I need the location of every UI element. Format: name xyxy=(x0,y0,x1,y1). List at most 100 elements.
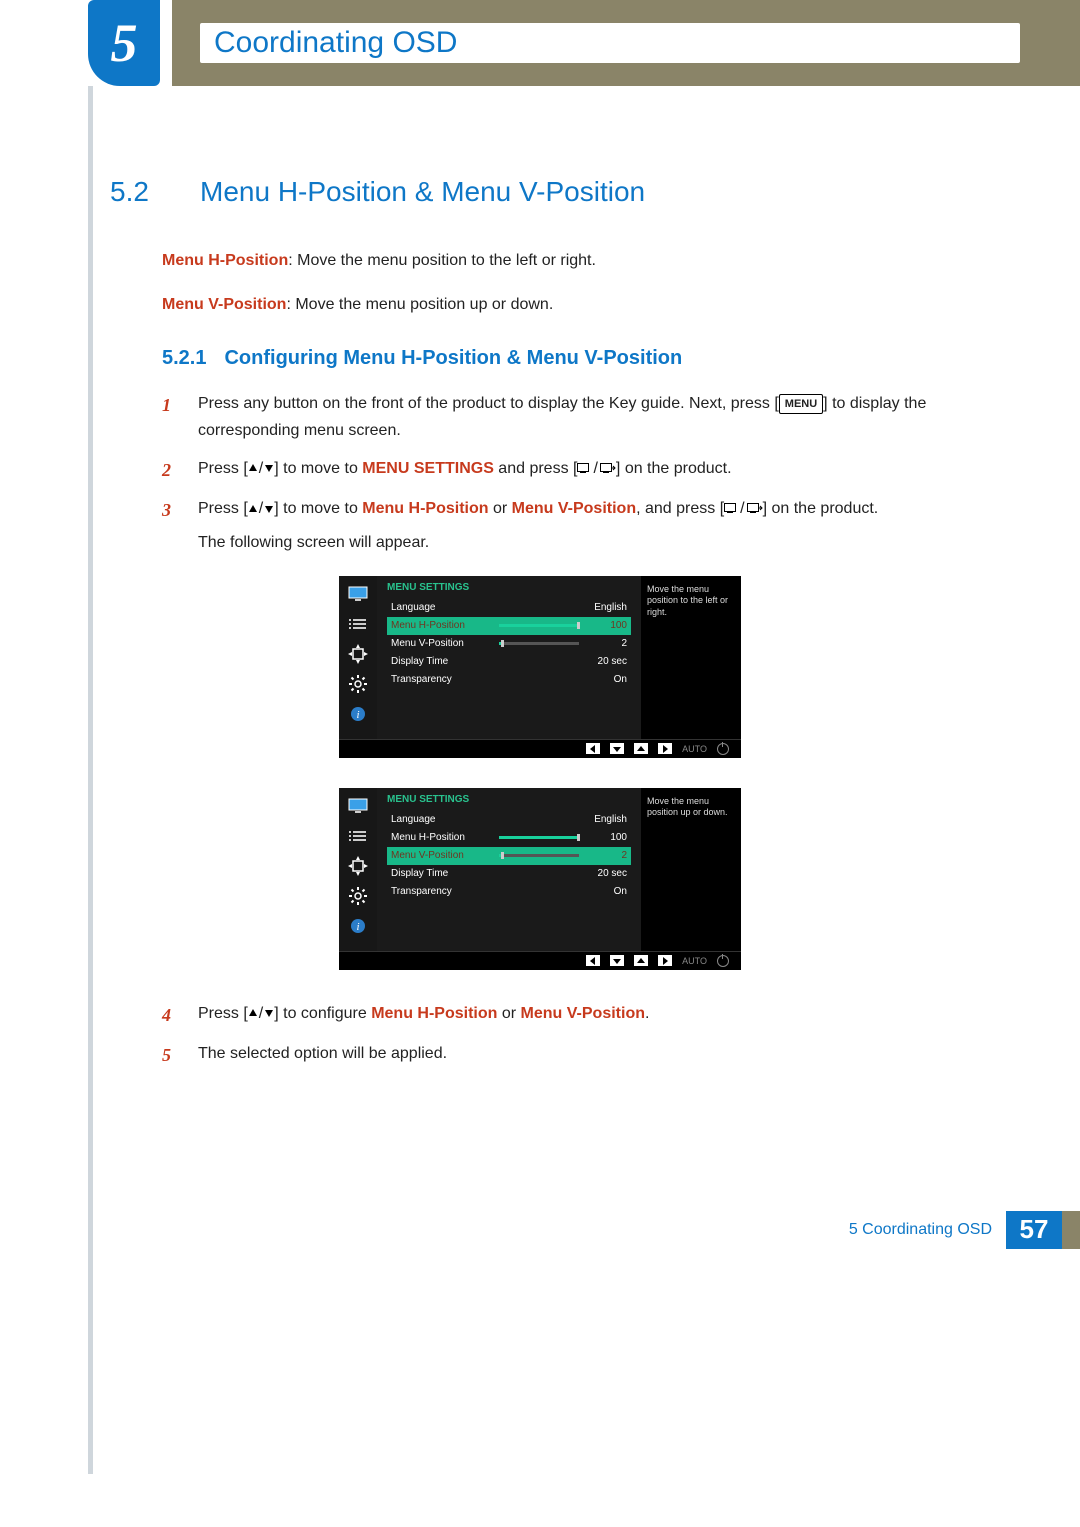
svg-text:i: i xyxy=(356,709,359,721)
section-title: Menu H-Position & Menu V-Position xyxy=(200,176,645,208)
osd-row-h-position: Menu H-Position100 xyxy=(387,829,631,847)
steps-list: 1 Press any button on the front of the p… xyxy=(162,390,970,556)
step-text: ] to move to xyxy=(274,460,362,477)
nav-up-icon xyxy=(634,743,648,754)
step-text: , and press [ xyxy=(636,500,724,517)
step-target: Menu V-Position xyxy=(512,500,636,517)
osd-row-v-position: Menu V-Position2 xyxy=(387,635,631,653)
osd-screenshot-v: i MENU SETTINGS LanguageEnglish Menu H-P… xyxy=(339,788,741,970)
step-follow-text: The following screen will appear. xyxy=(198,529,970,556)
osd-row-language: LanguageEnglish xyxy=(387,599,631,617)
definition-h-label: Menu H-Position xyxy=(162,252,288,269)
step-number: 4 xyxy=(162,1000,180,1031)
list-icon xyxy=(347,826,369,846)
definition-h: Menu H-Position: Move the menu position … xyxy=(162,248,970,274)
nav-down-icon xyxy=(610,955,624,966)
info-icon: i xyxy=(347,916,369,936)
nav-left-icon xyxy=(586,743,600,754)
step-text: Press any button on the front of the pro… xyxy=(198,395,779,412)
step-target: Menu H-Position xyxy=(362,500,488,517)
footer-text: 5 Coordinating OSD xyxy=(849,1211,1006,1249)
chapter-title: Coordinating OSD xyxy=(200,23,1020,63)
nav-auto-label: AUTO xyxy=(682,956,707,966)
osd-slider xyxy=(499,642,579,645)
power-icon xyxy=(717,955,729,967)
osd-row-display-time: Display Time20 sec xyxy=(387,865,631,883)
osd-row-v-position: Menu V-Position2 xyxy=(387,847,631,865)
chapter-number-badge: 5 xyxy=(88,0,160,86)
osd-screenshot-h: i MENU SETTINGS LanguageEnglish Menu H-P… xyxy=(339,576,741,758)
nav-up-icon xyxy=(634,955,648,966)
osd-row-transparency: TransparencyOn xyxy=(387,671,631,689)
up-down-arrows-icon: / xyxy=(248,495,274,522)
step-target: Menu H-Position xyxy=(371,1005,497,1022)
step-3: 3 Press [/] to move to Menu H-Position o… xyxy=(162,495,970,556)
gear-icon xyxy=(347,886,369,906)
osd-nav-bar: AUTO xyxy=(339,739,741,758)
section-number: 5.2 xyxy=(110,176,170,208)
chapter-header: 5 Coordinating OSD xyxy=(0,0,1080,86)
gear-icon xyxy=(347,674,369,694)
step-text: The selected option will be applied. xyxy=(198,1040,970,1071)
info-icon: i xyxy=(347,704,369,724)
nav-right-icon xyxy=(658,743,672,754)
section-heading: 5.2 Menu H-Position & Menu V-Position xyxy=(110,176,970,208)
page-footer: 5 Coordinating OSD 57 xyxy=(0,1211,1080,1249)
osd-sidebar: i xyxy=(339,788,377,951)
step-target: MENU SETTINGS xyxy=(362,460,494,477)
nav-down-icon xyxy=(610,743,624,754)
step-2: 2 Press [/] to move to MENU SETTINGS and… xyxy=(162,455,970,486)
definition-v: Menu V-Position: Move the menu position … xyxy=(162,292,970,318)
list-icon xyxy=(347,614,369,634)
step-text: ] on the product. xyxy=(763,500,879,517)
nav-left-icon xyxy=(586,955,600,966)
osd-slider xyxy=(499,854,579,857)
step-5: 5 The selected option will be applied. xyxy=(162,1040,970,1071)
step-text: ] to move to xyxy=(274,500,362,517)
definition-h-text: : Move the menu position to the left or … xyxy=(288,252,596,269)
step-text: or xyxy=(489,500,512,517)
osd-slider xyxy=(499,836,579,839)
monitor-icon xyxy=(347,796,369,816)
subsection-heading: 5.2.1 Configuring Menu H-Position & Menu… xyxy=(162,347,970,370)
osd-row-h-position: Menu H-Position100 xyxy=(387,617,631,635)
left-rail xyxy=(88,86,93,1474)
step-number: 5 xyxy=(162,1040,180,1071)
osd-main-panel: MENU SETTINGS LanguageEnglish Menu H-Pos… xyxy=(377,576,641,739)
nav-auto-label: AUTO xyxy=(682,744,707,754)
osd-header: MENU SETTINGS xyxy=(387,794,631,805)
footer-end-accent xyxy=(1062,1211,1080,1249)
move-icon xyxy=(347,856,369,876)
step-text: Press [ xyxy=(198,460,248,477)
osd-row-display-time: Display Time20 sec xyxy=(387,653,631,671)
screen-enter-icon: / xyxy=(724,495,762,522)
up-down-arrows-icon: / xyxy=(248,1000,274,1027)
footer-page-number: 57 xyxy=(1006,1211,1062,1249)
step-number: 2 xyxy=(162,455,180,486)
osd-tooltip: Move the menu position up or down. xyxy=(641,788,741,951)
step-1: 1 Press any button on the front of the p… xyxy=(162,390,970,444)
osd-header: MENU SETTINGS xyxy=(387,582,631,593)
step-text: or xyxy=(497,1005,520,1022)
step-4: 4 Press [/] to configure Menu H-Position… xyxy=(162,1000,970,1031)
nav-right-icon xyxy=(658,955,672,966)
move-icon xyxy=(347,644,369,664)
step-number: 1 xyxy=(162,390,180,444)
step-text: Press [ xyxy=(198,1005,248,1022)
power-icon xyxy=(717,743,729,755)
step-text: . xyxy=(645,1005,649,1022)
osd-row-transparency: TransparencyOn xyxy=(387,883,631,901)
step-target: Menu V-Position xyxy=(521,1005,645,1022)
monitor-icon xyxy=(347,584,369,604)
svg-text:i: i xyxy=(356,921,359,933)
osd-nav-bar: AUTO xyxy=(339,951,741,970)
osd-sidebar: i xyxy=(339,576,377,739)
step-number: 3 xyxy=(162,495,180,556)
subsection-title: Configuring Menu H-Position & Menu V-Pos… xyxy=(224,347,682,370)
definition-v-text: : Move the menu position up or down. xyxy=(286,296,553,313)
screen-enter-icon: / xyxy=(577,455,615,482)
subsection-number: 5.2.1 xyxy=(162,347,206,370)
chapter-title-bar: Coordinating OSD xyxy=(172,0,1080,86)
step-text: ] on the product. xyxy=(616,460,732,477)
step-text: ] to configure xyxy=(274,1005,371,1022)
